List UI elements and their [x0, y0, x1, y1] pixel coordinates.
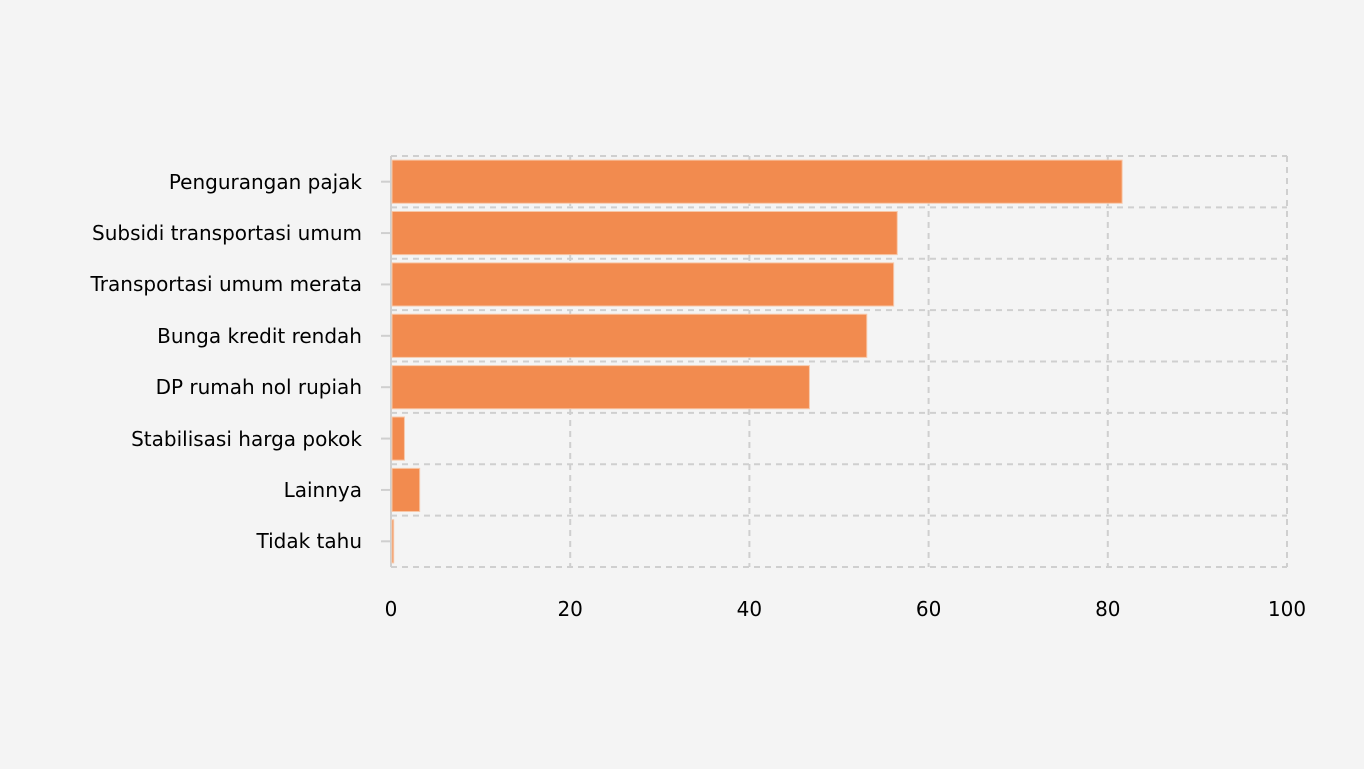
bar-dp-rumah-nol-rupiah[interactable]: [391, 365, 810, 410]
x-tick-label: 80: [1095, 597, 1121, 621]
y-tick-label: Stabilisasi harga pokok: [131, 426, 362, 451]
y-tick-label: Transportasi umum merata: [90, 272, 362, 297]
bar-bunga-kredit-rendah[interactable]: [391, 313, 868, 358]
y-tick-label: Subsidi transportasi umum: [92, 221, 362, 246]
x-tick-label: 20: [557, 597, 583, 621]
y-tick-label: Bunga kredit rendah: [157, 323, 362, 348]
x-tick-label: 0: [384, 597, 398, 621]
bar-subsidi-transportasi-umum[interactable]: [391, 210, 898, 256]
bar-tidak-tahu[interactable]: [391, 519, 395, 564]
bar-transportasi-umum-merata[interactable]: [391, 262, 895, 307]
bar-lainnya[interactable]: [391, 467, 421, 513]
y-tick-label: Pengurangan pajak: [168, 169, 362, 194]
bar-stabilisasi-harga-pokok[interactable]: [391, 416, 405, 461]
x-tick-label: 40: [736, 597, 763, 621]
y-tick-label: Lainnya: [283, 477, 362, 502]
x-tick-label: 100: [1267, 597, 1307, 621]
bar-pengurangan-pajak[interactable]: [391, 159, 1123, 204]
y-tick-label: Tidak tahu: [256, 529, 363, 554]
y-tick-label: DP rumah nol rupiah: [155, 375, 362, 400]
x-tick-label: 60: [915, 597, 942, 621]
